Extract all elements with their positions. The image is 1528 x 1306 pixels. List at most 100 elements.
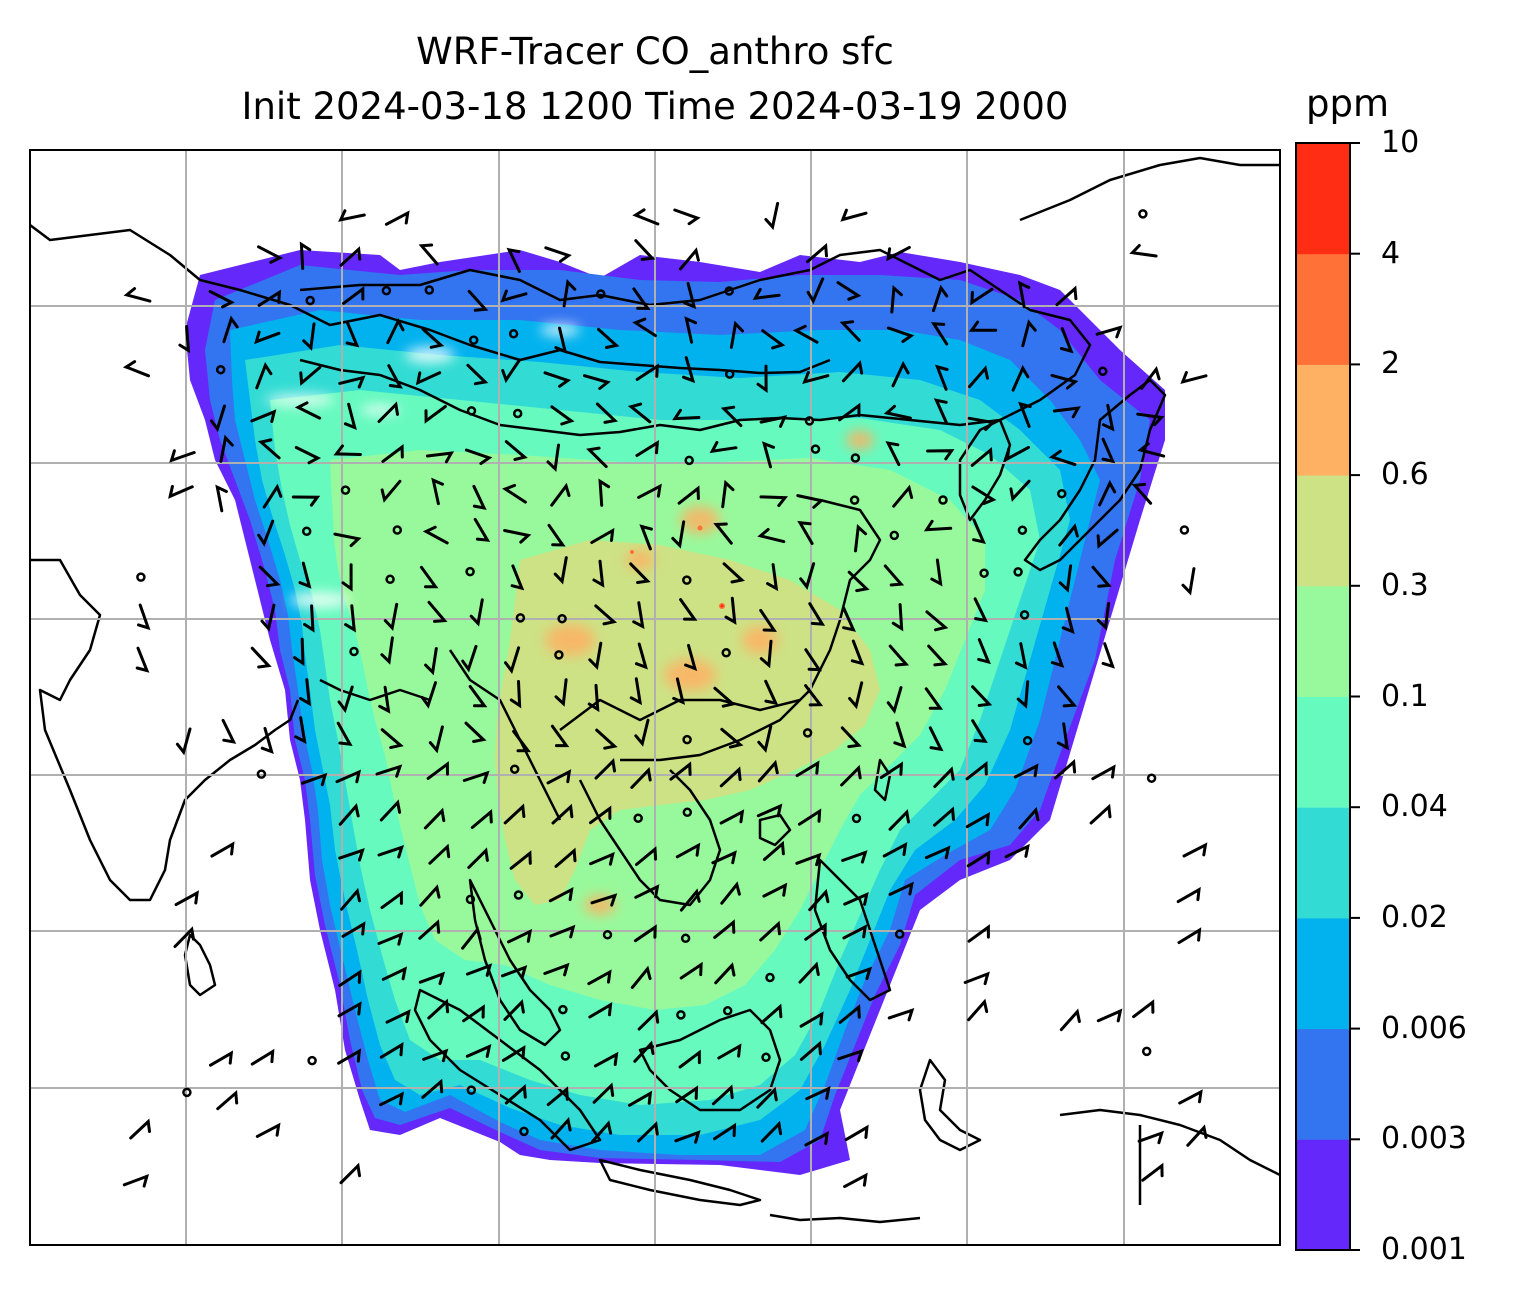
indochina-coast	[578, 769, 722, 907]
wind-barb	[1059, 327, 1074, 354]
wind-barb	[930, 558, 943, 587]
wind-barb	[637, 1121, 659, 1143]
calm-wind-marker	[724, 286, 734, 296]
mongolia-border	[299, 248, 1092, 437]
wind-barb	[635, 846, 658, 866]
wind-barb	[930, 322, 949, 346]
wind-barb	[173, 926, 195, 948]
wind-barb	[589, 805, 612, 825]
wind-barb	[934, 364, 949, 391]
wind-barb	[792, 324, 819, 344]
calm-wind-marker	[465, 566, 475, 577]
wind-barb	[804, 922, 827, 941]
wind-barb	[756, 1086, 778, 1109]
wind-barb	[802, 371, 830, 384]
calm-wind-marker	[1138, 209, 1148, 219]
wind-barb	[854, 524, 868, 553]
wind-barb	[886, 686, 903, 714]
wind-barb	[634, 239, 656, 261]
wind-barb	[678, 1049, 701, 1069]
wind-barb	[1091, 565, 1112, 588]
wind-barb	[257, 289, 282, 307]
wind-barb	[632, 208, 660, 226]
calm-wind-marker	[519, 1126, 529, 1137]
wind-barb	[504, 646, 521, 674]
wind-barb	[799, 562, 816, 590]
wind-barb	[925, 610, 949, 632]
wind-barb	[709, 440, 738, 454]
calm-wind-marker	[979, 568, 989, 578]
wind-barb	[1177, 927, 1202, 945]
calm-wind-marker	[305, 295, 315, 306]
co-level-03	[495, 540, 880, 905]
wind-barb	[883, 404, 912, 420]
wind-barb	[340, 887, 361, 911]
wind-barb	[1059, 1008, 1081, 1032]
wind-barb	[1018, 806, 1040, 830]
calm-wind-marker	[1057, 488, 1067, 499]
wind-barb	[420, 681, 437, 709]
wind-barb	[1101, 437, 1116, 464]
wind-barb	[629, 677, 643, 706]
wind-barb	[500, 289, 528, 303]
wind-barb	[254, 330, 281, 345]
interior-border-3	[319, 678, 431, 702]
wind-barb	[257, 438, 281, 460]
wind-barb	[1089, 803, 1112, 825]
wind-barb	[1021, 319, 1037, 348]
colorbar-segment	[1296, 364, 1350, 476]
russia-coast	[1019, 156, 1280, 222]
wind-barb	[302, 322, 316, 351]
wind-barb	[426, 761, 449, 780]
wind-barb	[1136, 412, 1165, 427]
colorbar-segment	[1296, 143, 1350, 255]
calm-wind-marker	[560, 1051, 571, 1061]
calm-wind-marker	[392, 525, 403, 535]
wind-barb	[711, 1084, 734, 1106]
wind-barb	[588, 641, 603, 671]
wind-barb	[891, 360, 910, 388]
coastlines	[30, 156, 1280, 1224]
wind-barb	[1054, 759, 1077, 780]
wind-barb	[838, 1004, 861, 1024]
wind-barb	[549, 924, 576, 939]
wind-barb	[971, 485, 997, 505]
wind-barb	[843, 891, 869, 906]
wind-barb	[465, 963, 493, 977]
wind-barb	[808, 602, 826, 626]
japan-coast	[1023, 378, 1167, 572]
wind-barb	[546, 443, 560, 473]
calm-wind-marker	[468, 335, 479, 345]
wind-barb	[122, 1173, 150, 1188]
wind-barb	[418, 243, 439, 266]
wind-barb	[1096, 528, 1119, 549]
wind-barb	[757, 528, 786, 544]
wind-barb	[1058, 523, 1079, 547]
wind-barb	[840, 208, 868, 222]
wind-barb	[510, 564, 525, 591]
wind-barb	[1096, 602, 1111, 631]
wind-barb	[759, 608, 777, 632]
calm-wind-marker	[1179, 525, 1190, 535]
wind-barb	[632, 601, 645, 630]
wind-barb	[298, 561, 312, 589]
calm-wind-marker	[802, 728, 813, 738]
wind-barb	[633, 924, 657, 943]
wind-barb	[639, 524, 653, 551]
wind-barb	[379, 1041, 404, 1059]
colorbar-segment	[1296, 585, 1350, 697]
wind-barb	[977, 638, 991, 665]
wind-barb	[971, 719, 988, 744]
calm-wind-marker	[849, 495, 860, 505]
wind-barb	[764, 679, 779, 706]
wind-barb	[418, 919, 441, 940]
wind-barb	[970, 446, 993, 467]
colorbar-tick-label: 0.006	[1381, 1010, 1467, 1046]
wind-barb	[250, 409, 277, 423]
wind-barb	[587, 969, 612, 986]
wind-barb	[888, 881, 914, 896]
wind-barb	[672, 677, 686, 705]
wind-barb	[966, 850, 991, 868]
wind-barb	[630, 767, 652, 789]
wind-barb	[762, 840, 785, 861]
